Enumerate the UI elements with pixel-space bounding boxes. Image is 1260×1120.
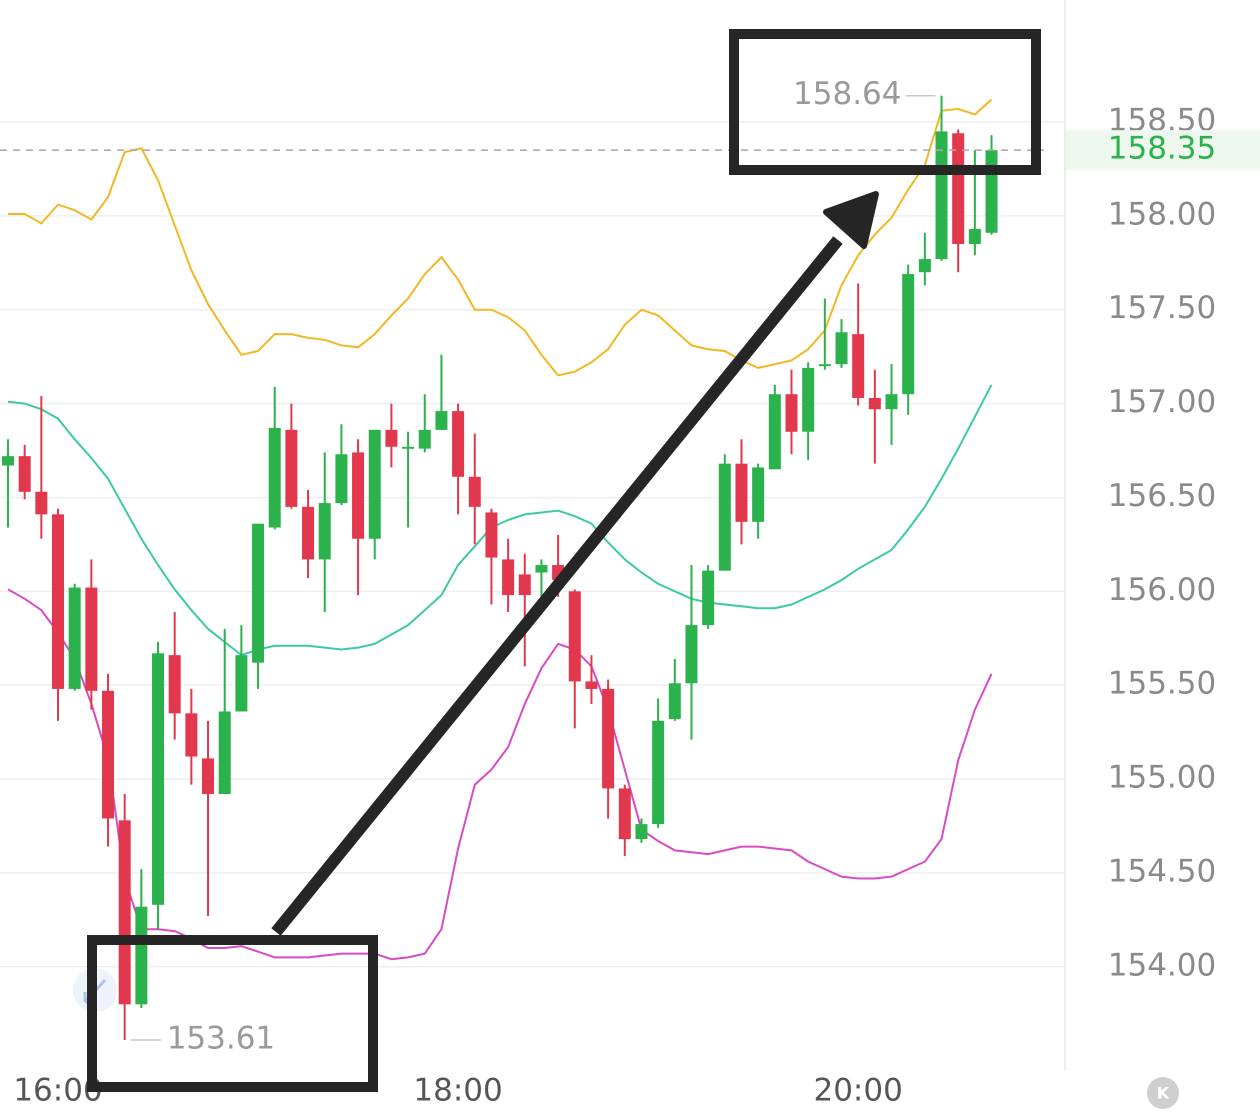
- candle-body: [185, 713, 198, 757]
- band-line: [7, 588, 993, 961]
- band-line: [8, 98, 993, 377]
- y-tick-label: 158.00: [1108, 196, 1216, 232]
- candle-body: [218, 711, 231, 795]
- candle-body: [435, 411, 448, 430]
- candle-body: [568, 591, 581, 682]
- arrow-shaft: [271, 236, 843, 936]
- band-line: [7, 384, 993, 657]
- labels: 154.00 154.50 155.00 155.50 156.00 156.50 157.…: [0, 76, 1260, 1109]
- candle-body: [202, 758, 215, 795]
- y-tick-label: 154.00: [1108, 947, 1216, 983]
- y-tick-label: 155.00: [1108, 760, 1216, 796]
- candle-body: [535, 565, 548, 573]
- candle-body: [368, 429, 381, 539]
- candle-body: [952, 133, 965, 245]
- candle-body: [685, 625, 698, 684]
- candle-body: [902, 274, 915, 395]
- candle-body: [385, 429, 398, 447]
- candle-body: [935, 131, 948, 260]
- candle-body: [335, 454, 348, 504]
- y-tick-label: 154.50: [1108, 853, 1216, 889]
- y-tick-label: 155.50: [1108, 666, 1216, 702]
- candle-body: [418, 429, 431, 449]
- y-tick-label: 156.00: [1108, 572, 1216, 608]
- candle-body: [485, 512, 498, 558]
- candle-body: [752, 467, 765, 522]
- candle-body: [35, 491, 48, 515]
- candle-body: [635, 824, 648, 840]
- candles: [2, 95, 998, 1040]
- k-button[interactable]: [1147, 1077, 1179, 1109]
- candle-body: [918, 259, 931, 273]
- high-label: 158.64: [793, 76, 901, 112]
- candle-body: [968, 229, 981, 245]
- low-label: 153.61: [167, 1020, 275, 1056]
- candle-body: [2, 456, 14, 466]
- candle-body: [852, 334, 865, 398]
- candle-body: [402, 446, 415, 449]
- candle-body: [152, 653, 165, 905]
- candle-body: [302, 506, 315, 560]
- candle-body: [452, 411, 465, 477]
- candle-body: [235, 655, 248, 712]
- candle-body: [18, 456, 31, 492]
- candle-body: [585, 681, 598, 689]
- candle-body: [518, 574, 531, 596]
- candle-body: [985, 150, 998, 233]
- candle-body: [602, 688, 615, 789]
- candle-body: [835, 332, 848, 365]
- candle-body: [285, 429, 298, 507]
- candle-body: [252, 523, 265, 663]
- bands: [7, 98, 993, 961]
- candle-body: [735, 463, 748, 522]
- candle-body: [718, 463, 731, 571]
- candle-body: [618, 788, 631, 840]
- candle-body: [85, 587, 98, 691]
- candle-body: [768, 394, 781, 470]
- candle-body: [318, 503, 331, 560]
- y-tick-label: 157.50: [1108, 290, 1216, 326]
- grid: [0, 121, 1065, 968]
- highlight-box: [729, 29, 1041, 175]
- candle-body: [102, 690, 115, 819]
- candle-body: [702, 570, 715, 626]
- candle-body: [652, 720, 665, 825]
- arrow-head: [823, 191, 879, 249]
- candle-body: [135, 906, 148, 1005]
- candle-body: [668, 683, 681, 719]
- candle-body: [802, 367, 815, 432]
- candle-body: [468, 476, 481, 507]
- last-price-label: 158.35: [1108, 131, 1216, 167]
- candle-body: [352, 452, 365, 539]
- highlight-box: [87, 935, 378, 1092]
- candle-body: [68, 587, 81, 689]
- candle-body: [502, 559, 515, 596]
- y-tick-label: 156.50: [1108, 478, 1216, 514]
- candle-body: [818, 364, 831, 367]
- axis-panel: [1065, 0, 1260, 1120]
- candle-body: [168, 655, 181, 714]
- candle-body: [868, 397, 881, 410]
- candle-body: [885, 394, 898, 410]
- candle-body: [118, 820, 131, 1005]
- x-tick-label: 20:00: [813, 1073, 902, 1109]
- candle-body: [268, 428, 281, 528]
- x-tick-label: 18:00: [413, 1073, 502, 1109]
- last-price-bg: [1066, 130, 1260, 171]
- k-button-label: K: [1157, 1084, 1170, 1103]
- candle-body: [785, 394, 798, 432]
- annotations: [87, 29, 1041, 1092]
- candle-body: [52, 514, 65, 689]
- y-tick-label: 157.00: [1108, 384, 1216, 420]
